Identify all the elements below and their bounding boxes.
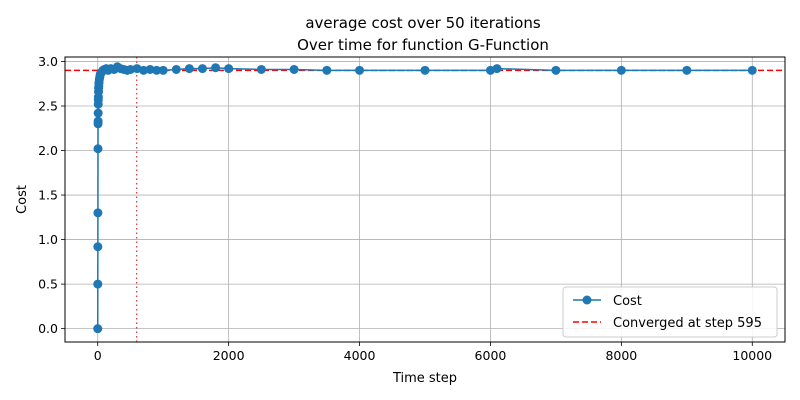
data-point bbox=[93, 208, 103, 218]
y-axis-ticks: 0.0 0.5 1.0 1.5 2.0 2.5 3.0 bbox=[38, 54, 65, 336]
data-point bbox=[152, 65, 162, 75]
legend-box bbox=[562, 286, 778, 338]
x-tick-label: 10000 bbox=[732, 348, 772, 363]
data-point bbox=[682, 65, 692, 75]
y-tick-label: 3.0 bbox=[38, 54, 58, 69]
data-point bbox=[420, 65, 430, 75]
data-point bbox=[256, 64, 266, 74]
y-tick-label: 1.5 bbox=[38, 188, 58, 203]
data-point bbox=[93, 324, 103, 334]
x-tick-label: 6000 bbox=[475, 348, 507, 363]
data-point bbox=[125, 64, 135, 74]
data-point bbox=[171, 64, 181, 74]
data-point bbox=[158, 65, 168, 75]
data-point bbox=[139, 65, 149, 75]
data-point bbox=[551, 65, 561, 75]
data-point bbox=[355, 65, 365, 75]
data-point bbox=[197, 64, 207, 74]
data-point bbox=[145, 64, 155, 74]
chart-title: average cost over 50 iterations bbox=[305, 14, 541, 32]
data-point bbox=[492, 64, 502, 74]
data-point bbox=[211, 63, 221, 73]
data-point bbox=[93, 242, 103, 252]
x-axis-ticks: 0 2000 4000 6000 8000 10000 bbox=[94, 342, 772, 363]
data-point bbox=[224, 64, 234, 74]
data-point bbox=[93, 279, 103, 289]
y-tick-label: 0.5 bbox=[38, 277, 58, 292]
chart-subtitle: Over time for function G-Function bbox=[297, 36, 549, 54]
data-point bbox=[616, 65, 626, 75]
data-point bbox=[322, 65, 332, 75]
data-point bbox=[747, 65, 757, 75]
legend-label-converged: Converged at step 595 bbox=[613, 316, 762, 331]
y-tick-label: 2.0 bbox=[38, 143, 58, 158]
y-tick-label: 0.0 bbox=[38, 321, 58, 336]
y-tick-label: 1.0 bbox=[38, 232, 58, 247]
data-point bbox=[184, 64, 194, 74]
y-axis-label: Cost bbox=[15, 185, 30, 214]
x-tick-label: 8000 bbox=[605, 348, 637, 363]
legend-label-cost: Cost bbox=[613, 294, 642, 309]
series-cost bbox=[93, 62, 757, 334]
x-tick-label: 2000 bbox=[213, 348, 245, 363]
data-point bbox=[93, 108, 103, 118]
data-point bbox=[93, 116, 103, 126]
legend-marker-cost bbox=[582, 295, 592, 305]
x-tick-label: 4000 bbox=[344, 348, 376, 363]
y-tick-label: 2.5 bbox=[38, 98, 58, 113]
data-point bbox=[289, 64, 299, 74]
data-point bbox=[93, 144, 103, 154]
x-tick-label: 0 bbox=[94, 348, 102, 363]
legend: Cost Converged at step 595 bbox=[562, 286, 778, 338]
plot-frame bbox=[64, 56, 786, 343]
x-axis-label: Time step bbox=[392, 371, 457, 386]
